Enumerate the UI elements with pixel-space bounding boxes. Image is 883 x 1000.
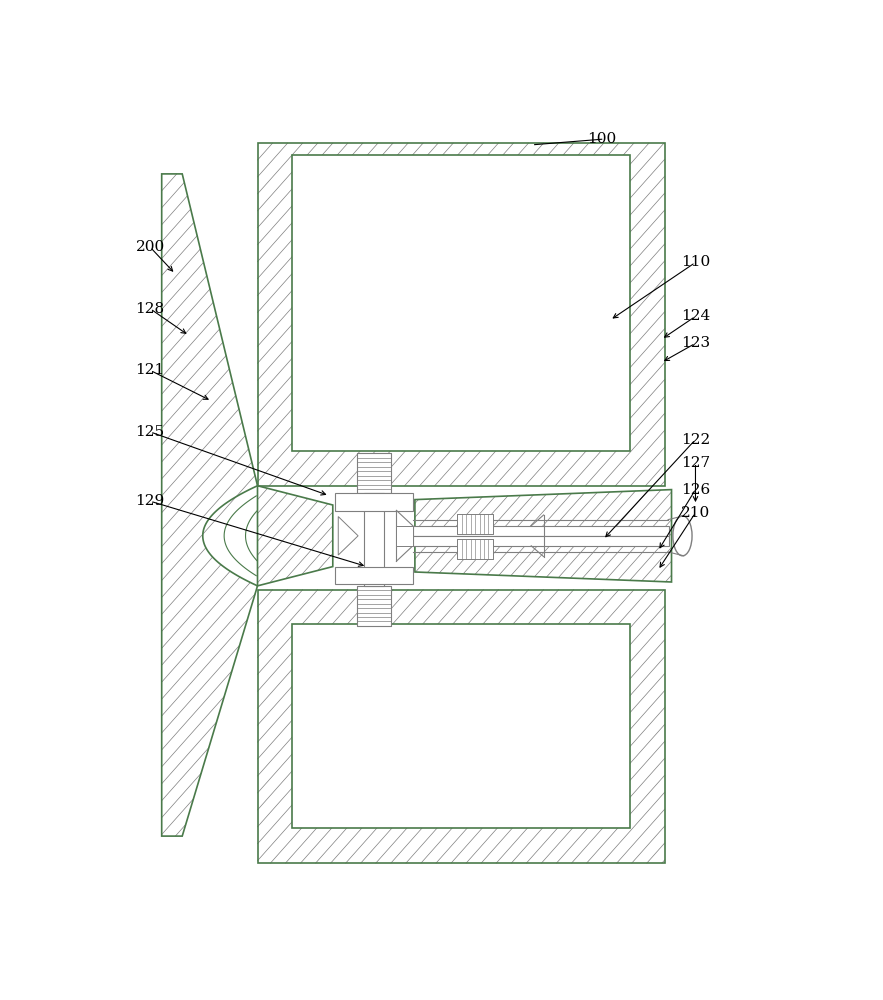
Text: 123: 123 [681,336,710,350]
Polygon shape [162,174,258,836]
Ellipse shape [673,516,692,556]
Bar [258,143,665,486]
Bar [258,143,665,486]
Text: 210: 210 [681,506,710,520]
Text: 127: 127 [681,456,710,470]
Polygon shape [415,490,672,582]
Bar [457,514,493,534]
Bar [258,590,665,863]
Bar [413,526,669,536]
Bar [364,493,384,586]
Text: 124: 124 [681,309,710,323]
Text: 129: 129 [135,494,165,508]
Text: 100: 100 [587,132,616,146]
Text: 128: 128 [135,302,164,316]
Bar [258,590,665,863]
Bar [413,536,669,546]
Text: 110: 110 [681,255,710,269]
Polygon shape [258,486,333,586]
Bar [291,155,630,451]
Text: 200: 200 [135,240,165,254]
Bar [335,567,413,584]
Text: 125: 125 [135,425,164,439]
Text: 122: 122 [681,433,710,447]
Polygon shape [338,517,358,555]
Bar [457,539,493,559]
Bar [291,624,630,828]
Bar [335,493,413,511]
Text: 126: 126 [681,483,710,497]
Bar [357,453,391,493]
Text: 121: 121 [135,363,165,377]
Bar [357,586,391,626]
Bar [396,526,413,546]
